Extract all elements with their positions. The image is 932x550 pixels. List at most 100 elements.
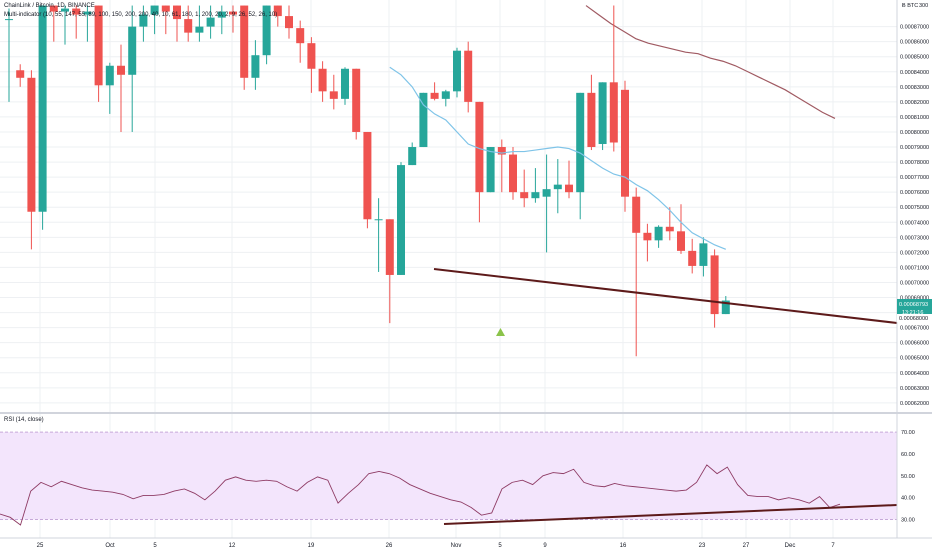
time-tick-label: Dec — [785, 543, 796, 549]
current-price-tag: 0.00068793 — [899, 302, 928, 308]
candle-body — [363, 131, 372, 220]
time-tick-label: Oct — [105, 543, 115, 549]
candle-body — [721, 300, 730, 315]
candle-body — [341, 68, 349, 99]
candle-body — [531, 192, 540, 199]
candle-body — [5, 19, 13, 21]
time-tick-label: Nov — [451, 543, 462, 549]
candle-body — [173, 5, 181, 20]
candle-body — [195, 26, 204, 33]
price-tick-label: 0.00072000 — [900, 250, 929, 256]
candle-body — [688, 250, 697, 266]
candle-body — [565, 184, 573, 193]
price-tick-label: 0.00080000 — [900, 130, 929, 136]
candle-body — [419, 92, 428, 148]
candle-body — [677, 231, 685, 251]
price-tick-label: 0.00069000 — [900, 296, 929, 302]
time-tick-label: 9 — [543, 543, 547, 549]
ma-fast-path — [389, 66, 727, 250]
candle-body — [206, 17, 215, 27]
current-price-tag-bg — [897, 299, 932, 308]
price-tick-label: 0.00065000 — [900, 356, 929, 362]
price-tick-label: 0.00086000 — [900, 40, 929, 46]
candle-body — [83, 11, 92, 15]
price-tick-label: 0.00070000 — [900, 280, 929, 286]
candle-body — [710, 255, 719, 315]
price-tick-label: 0.00076000 — [900, 190, 929, 196]
candle-body — [117, 65, 125, 75]
candle-body — [576, 92, 585, 193]
time-axis[interactable]: 25 Oct 5 12 19 26 Nov 5 9 16 23 27 Dec 7 — [37, 543, 836, 549]
price-tick-label: 0.00085000 — [900, 55, 929, 61]
price-trendline[interactable] — [433, 268, 898, 324]
price-tick-label: 0.00077000 — [900, 175, 929, 181]
currency-label[interactable]: Ƀ BTC — [902, 3, 918, 9]
rsi-band — [0, 432, 897, 520]
time-tick-label: 19 — [308, 543, 315, 549]
candle-body — [296, 28, 305, 44]
time-tick-label: 16 — [620, 543, 627, 549]
candle-body — [27, 77, 36, 212]
symbol-title[interactable]: ChainLink / Bitcoin, 1D, BINANCE — [4, 3, 95, 9]
candle-body — [184, 19, 193, 33]
time-tick-label: 12 — [229, 543, 236, 549]
price-tick-label: 0.00087000 — [900, 25, 929, 31]
price-tick-label: 0.00079000 — [900, 145, 929, 151]
rsi-line — [0, 464, 841, 526]
candle-body — [49, 5, 58, 12]
price-tick-label: 0.00075000 — [900, 205, 929, 211]
candle-body — [621, 89, 629, 197]
candle-body — [609, 82, 618, 143]
candle-body — [240, 5, 249, 78]
rsi-title[interactable]: RSI (14, close) — [4, 417, 44, 423]
price-tick-label: 0.00062000 — [900, 401, 929, 407]
candle-body — [542, 189, 551, 197]
price-tick-label: 0.00073000 — [900, 235, 929, 241]
candle-body — [273, 5, 282, 17]
time-tick-label: 23 — [699, 543, 706, 549]
price-tick-label: 0.00081000 — [900, 115, 929, 121]
price-tick-label: 0.00083000 — [900, 85, 929, 91]
candle-body — [72, 8, 81, 15]
buy-signal-marker — [496, 328, 505, 336]
candle-body — [587, 92, 596, 148]
rsi-tick-label: 60.00 — [901, 452, 915, 458]
price-level-tag: 0.00068000 — [899, 316, 928, 322]
rsi-trendline[interactable] — [443, 504, 898, 525]
candle-body — [464, 50, 473, 102]
rsi-tick-label: 70.00 — [901, 430, 915, 436]
candle-body — [397, 165, 405, 275]
candle-body — [217, 11, 226, 18]
price-tick-label: 0.00074000 — [900, 220, 929, 226]
candle-body — [94, 5, 103, 86]
time-tick-label: 27 — [743, 543, 750, 549]
zoom-label[interactable]: 300 — [919, 3, 928, 9]
candle-body — [553, 184, 562, 190]
candle-body — [509, 154, 517, 193]
candles — [5, 5, 730, 357]
rsi-tick-label: 40.00 — [901, 496, 915, 502]
candle-body — [318, 68, 327, 92]
indicator-title[interactable]: Multi-indicator (10, 55, 147, 55, 89, 10… — [4, 12, 278, 18]
candle-body — [262, 5, 271, 56]
candle-body — [105, 65, 114, 86]
candle-body — [486, 147, 495, 193]
rsi-axis[interactable]: 70.00 60.00 50.00 40.00 30.00 — [901, 430, 915, 523]
candle-body — [229, 11, 237, 15]
candle-body — [665, 226, 674, 232]
time-tick-label: 25 — [37, 543, 44, 549]
time-tick-label: 5 — [498, 543, 502, 549]
price-axis[interactable]: 0.00087000 0.00086000 0.00085000 0.00084000… — [900, 25, 929, 407]
countdown-tag-bg — [897, 307, 932, 316]
price-tick-label: 0.00082000 — [900, 100, 929, 106]
candle-body — [329, 91, 338, 99]
ma-slow-line — [585, 5, 836, 119]
price-tick-label: 0.00084000 — [900, 70, 929, 76]
candle-body — [643, 232, 652, 241]
price-tick-label: 0.00063000 — [900, 386, 929, 392]
candle-body — [161, 5, 170, 12]
candle-body — [497, 147, 506, 155]
candle-body — [251, 55, 260, 78]
price-tick-label: 0.00078000 — [900, 160, 929, 166]
